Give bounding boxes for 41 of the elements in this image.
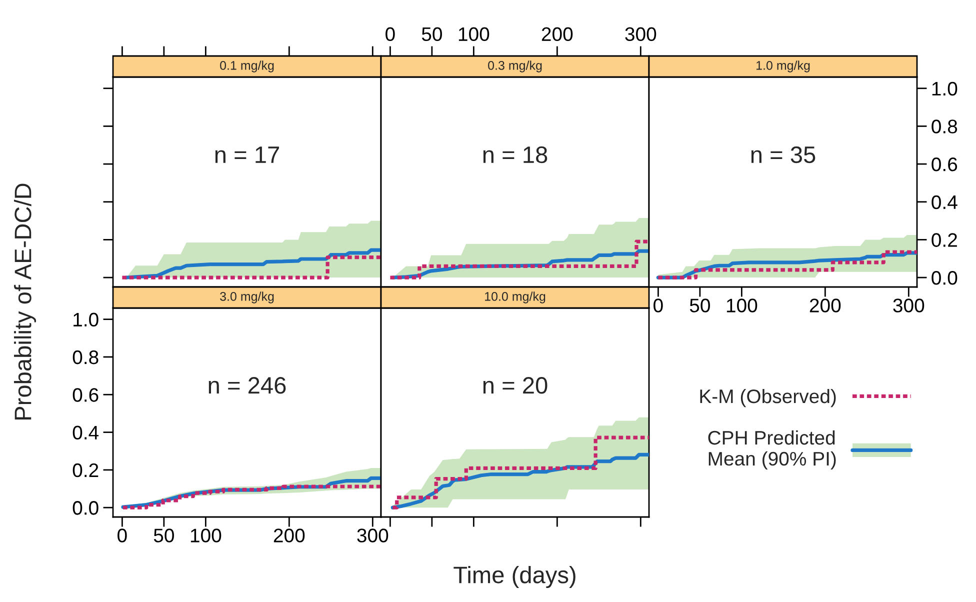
y-tick-label: 0.0 — [72, 501, 98, 515]
x-tick-label: 200 — [810, 298, 841, 312]
y-tick-label: 1.0 — [932, 82, 958, 96]
x-tick-label: 200 — [542, 27, 573, 42]
y-tick-label: 1.0 — [74, 312, 98, 327]
x-tick-label: 300 — [357, 528, 388, 542]
x-tick-label: 100 — [726, 298, 758, 312]
chart-title: 0.1 mg/kg — [220, 60, 274, 72]
annotation: n = 17 — [215, 146, 279, 163]
annotation: n = 20 — [483, 377, 548, 394]
x-tick-label: 0 — [386, 27, 395, 42]
legend-label: K-M (Observed) — [700, 388, 836, 408]
x-tick-label: 300 — [893, 298, 924, 312]
x-axis-title: Time (days) — [454, 566, 576, 588]
y-tick-label: 0.6 — [72, 388, 98, 402]
y-tick-label: 0.2 — [72, 463, 98, 478]
x-tick-label: 100 — [458, 27, 490, 42]
x-tick-label: 0 — [118, 528, 127, 542]
y-axis-title: Probability of AE-DC/D — [14, 184, 36, 420]
x-tick-label: 50 — [154, 528, 174, 542]
x-tick-label: 0 — [654, 298, 663, 312]
legend-label: CPH Predicted Mean (90% PI) — [708, 430, 836, 470]
y-tick-label: 0.8 — [72, 350, 98, 364]
chart-title: 3.0 mg/kg — [220, 292, 274, 304]
x-tick-label: 100 — [190, 528, 222, 542]
annotation: n = 246 — [208, 377, 286, 394]
x-tick-label: 200 — [274, 528, 305, 542]
chart-title: 1.0 mg/kg — [756, 60, 810, 72]
x-tick-label: 50 — [690, 298, 710, 312]
chart-title: 10.0 mg/kg — [485, 292, 546, 304]
y-tick-label: 0.8 — [932, 120, 958, 134]
chart-title: 0.3 mg/kg — [488, 60, 542, 72]
y-tick-label: 0.6 — [932, 157, 958, 172]
y-tick-label: 0.4 — [932, 195, 958, 210]
x-tick-label: 50 — [422, 27, 442, 42]
annotation: n = 18 — [483, 146, 548, 164]
x-tick-label: 300 — [625, 27, 656, 42]
y-tick-label: 0.4 — [72, 426, 99, 440]
y-tick-label: 0.0 — [932, 271, 958, 285]
annotation: n = 35 — [751, 146, 816, 164]
y-tick-label: 0.2 — [932, 233, 957, 247]
